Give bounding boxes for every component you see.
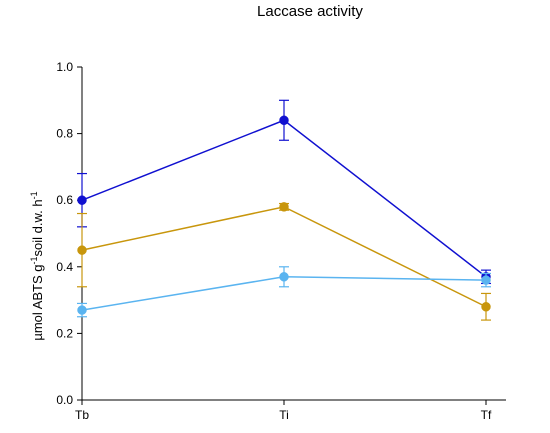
y-axis-label-part: µmol ABTS g — [30, 264, 46, 341]
data-point — [481, 302, 491, 312]
y-axis-label-exponent: -1 — [28, 256, 39, 265]
y-tick-label: 0.4 — [56, 260, 73, 274]
data-point — [279, 272, 289, 282]
x-tick-label: Tf — [481, 408, 492, 422]
data-point — [481, 275, 491, 285]
series-line — [81, 206, 487, 308]
x-tick-label: Ti — [279, 408, 289, 422]
y-axis-label-exponent: -1 — [28, 191, 39, 200]
y-tick-label: 0.0 — [56, 393, 73, 407]
data-point — [77, 245, 87, 255]
y-tick-label: 1.0 — [56, 60, 73, 74]
data-point — [77, 195, 87, 205]
y-axis-label-part: soil d.w. h — [30, 199, 46, 257]
series-line — [81, 119, 487, 278]
y-tick-label: 0.8 — [56, 127, 73, 141]
x-tick-label: Tb — [75, 408, 89, 422]
chart-title: Laccase activity — [257, 3, 363, 20]
data-point — [279, 115, 289, 126]
y-axis-label: µmol ABTS g-1soil d.w. h-1 — [29, 191, 45, 340]
data-point — [77, 305, 87, 315]
y-tick-label: 0.2 — [56, 326, 73, 340]
y-tick-label: 0.6 — [56, 193, 73, 207]
data-point — [279, 202, 289, 212]
